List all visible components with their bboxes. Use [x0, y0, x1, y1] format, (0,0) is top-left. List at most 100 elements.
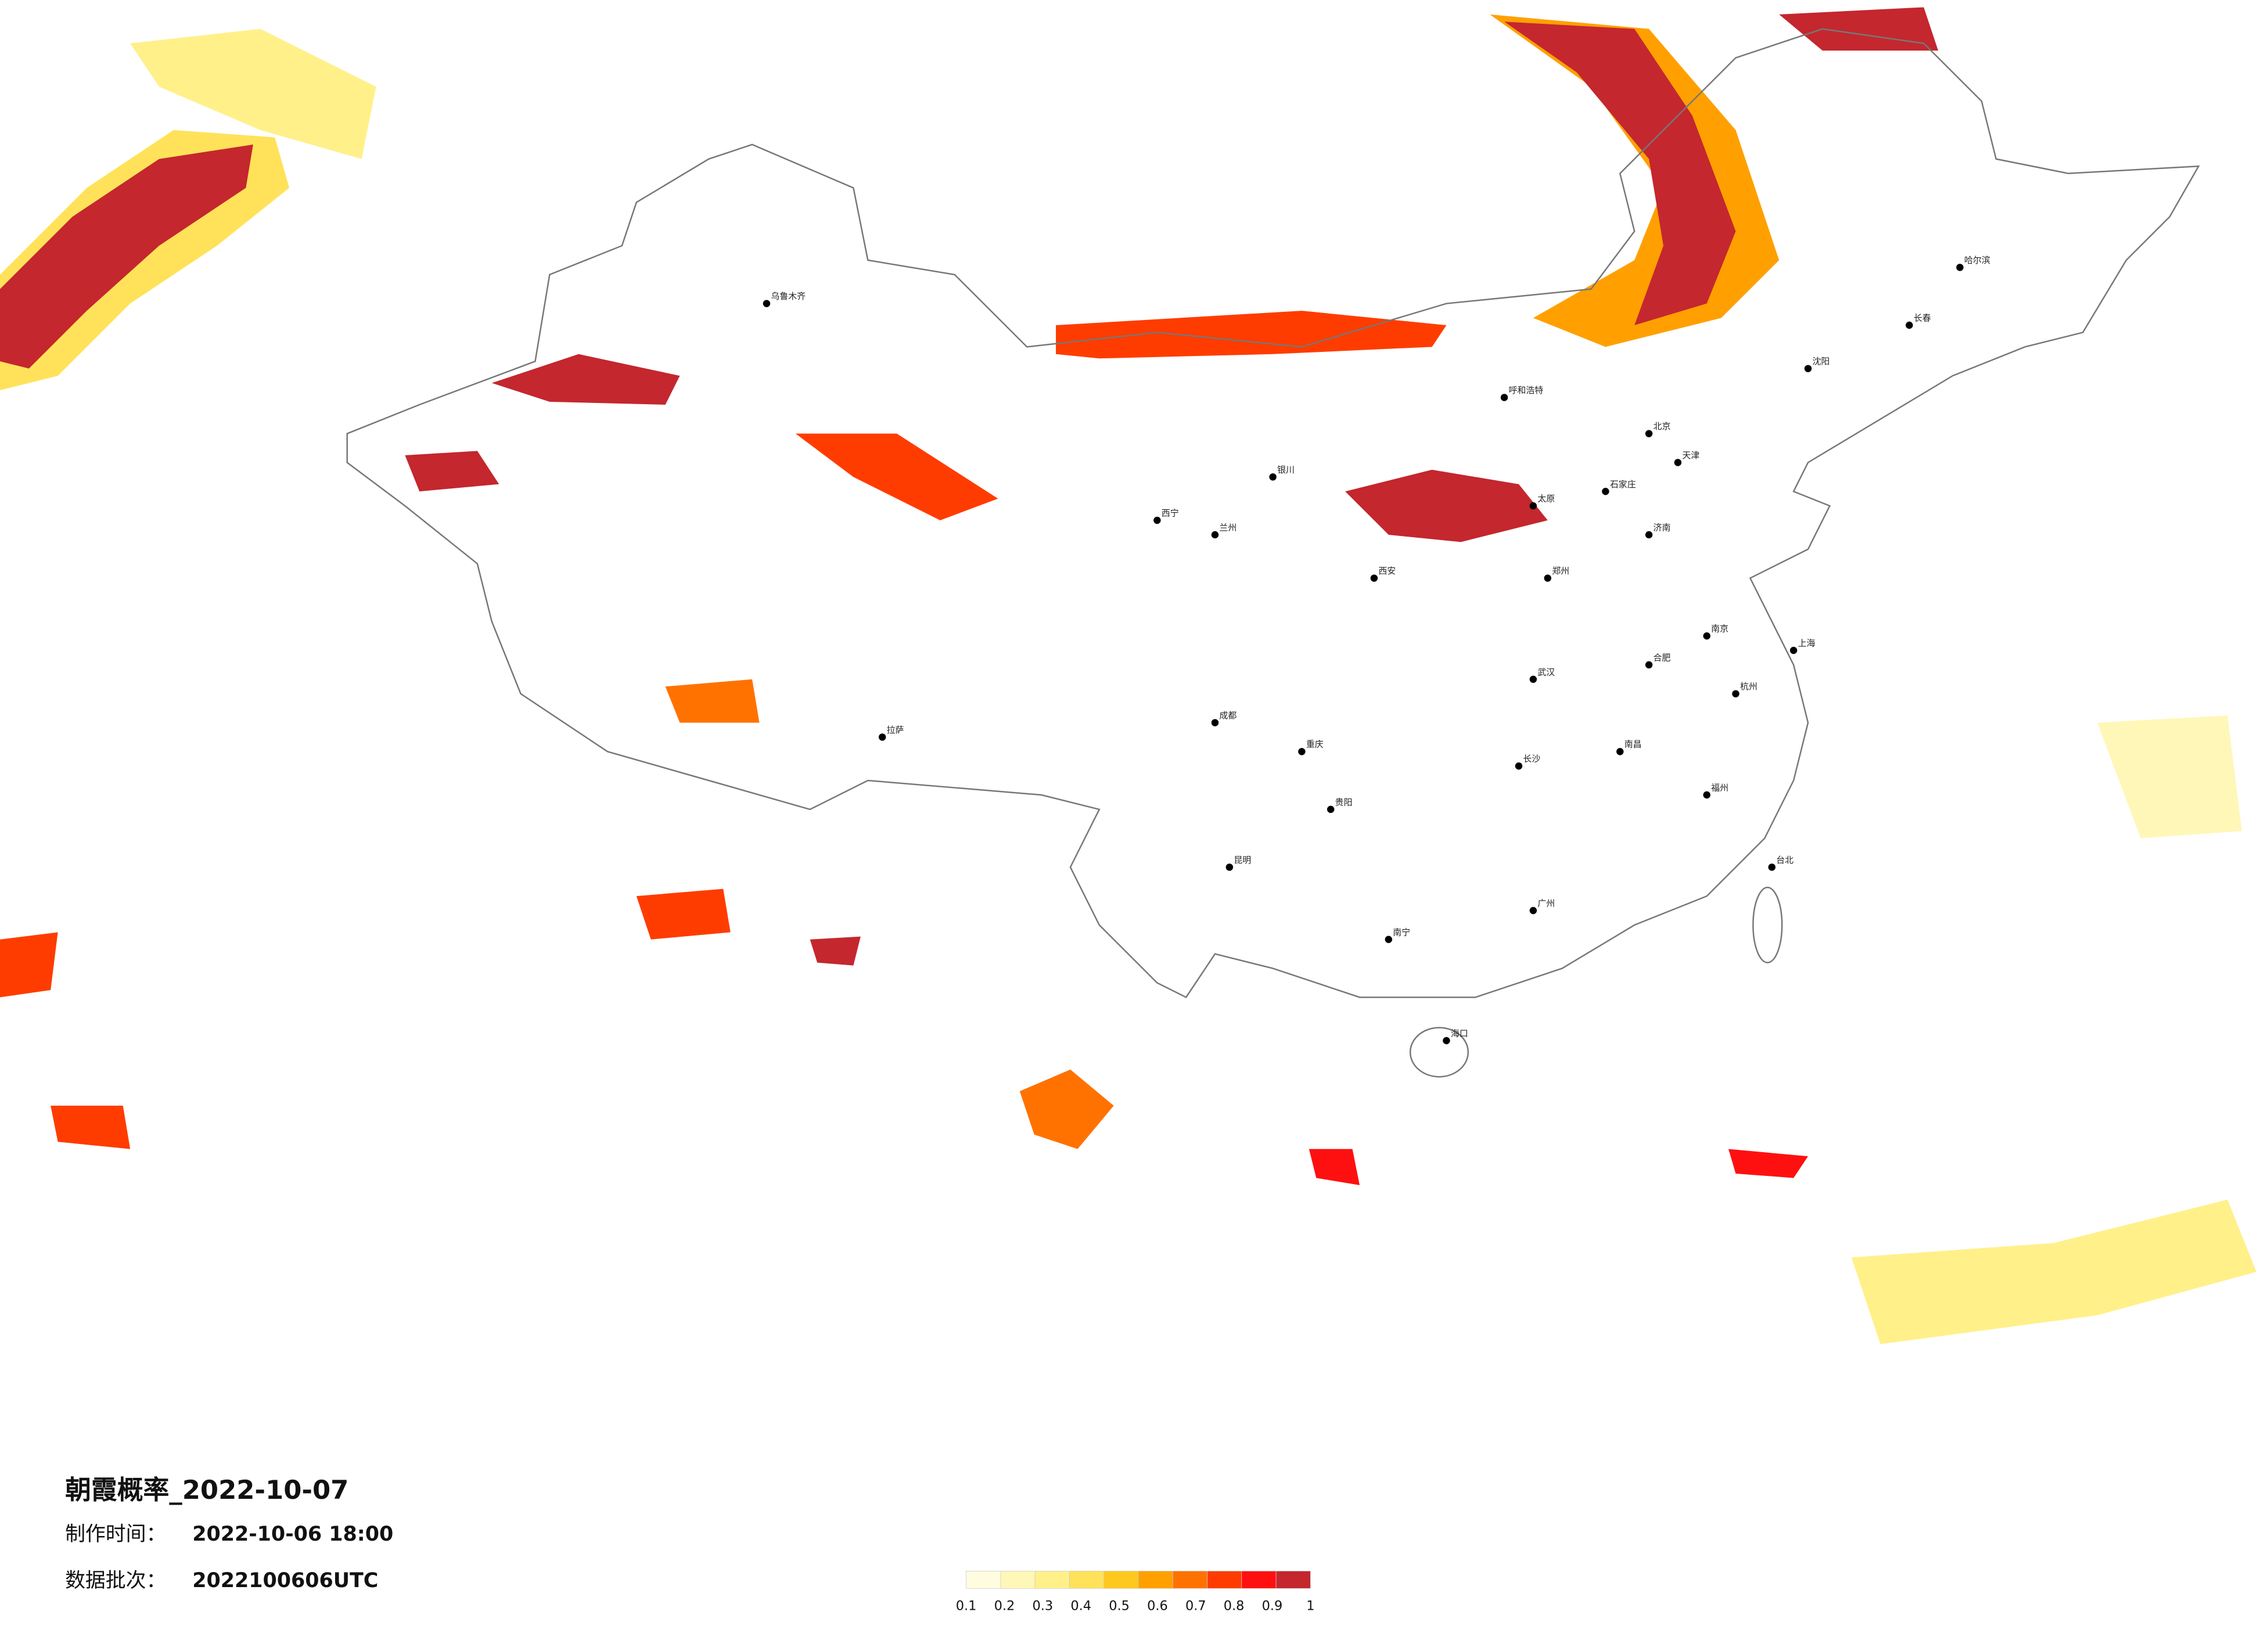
field [1851, 1199, 2257, 1344]
field [1056, 311, 1447, 359]
field [405, 451, 499, 492]
city-dot [1225, 864, 1234, 871]
colorbar-tick-label: 0.1 [956, 1599, 977, 1614]
city-dot [1804, 365, 1812, 372]
colorbar-box [1275, 1571, 1311, 1589]
city-label: 郑州 [1552, 566, 1569, 576]
field [1728, 1149, 1809, 1178]
colorbar-tick-label: 0.9 [1262, 1599, 1283, 1614]
city-label: 兰州 [1219, 522, 1237, 533]
data-batch: 2022100606UTC [192, 1569, 378, 1592]
colorbar-tick-label: 0.7 [1185, 1599, 1206, 1614]
city-dot [1789, 646, 1798, 654]
city-label: 乌鲁木齐 [771, 291, 806, 301]
city-label: 天津 [1682, 450, 1699, 461]
field [1309, 1149, 1360, 1185]
city-dot [1602, 488, 1609, 495]
city-dot [1529, 675, 1537, 683]
city-dot [1544, 574, 1551, 582]
production-time-label: 制作时间： [65, 1523, 166, 1546]
city-dot [1703, 791, 1710, 799]
city-label: 石家庄 [1610, 479, 1636, 490]
field [0, 144, 253, 369]
city-dot [1956, 264, 1964, 271]
city-label: 呼和浩特 [1509, 385, 1544, 395]
city-dot [1500, 394, 1508, 401]
city-dot [1645, 531, 1653, 539]
city-dot [1153, 516, 1161, 524]
city-dot [763, 300, 771, 307]
city-dot [1732, 690, 1739, 697]
city-label: 海口 [1451, 1028, 1468, 1039]
field [636, 888, 731, 940]
city-dot [1529, 502, 1537, 510]
city-dot [1616, 748, 1624, 756]
city-dot [1674, 459, 1682, 466]
city-dot [1645, 430, 1653, 437]
city-dot [1645, 661, 1653, 669]
city-label: 北京 [1654, 421, 1671, 431]
city-dot [1385, 936, 1393, 943]
city-label: 济南 [1654, 522, 1671, 533]
colorbar-tick-label: 0.5 [1109, 1599, 1130, 1614]
production-time: 2022-10-06 18:00 [192, 1523, 393, 1546]
colorbar-tick-label: 0.6 [1147, 1599, 1168, 1614]
colorbar-tick-label: 0.4 [1070, 1599, 1091, 1614]
country-outline [346, 28, 2200, 998]
city-label: 重庆 [1306, 739, 1324, 750]
colorbar-box [1241, 1571, 1277, 1589]
colorbar-tick-label: 0.3 [1033, 1599, 1054, 1614]
city-label: 西安 [1378, 566, 1396, 576]
city-label: 南昌 [1624, 739, 1642, 750]
colorbar-box [1138, 1571, 1173, 1589]
city-label: 南宁 [1393, 927, 1410, 937]
field [0, 932, 58, 998]
field [1345, 469, 1548, 542]
field [130, 28, 376, 159]
colorbar-box [1034, 1571, 1070, 1589]
field [810, 936, 861, 966]
field [1779, 7, 1939, 51]
island-outline [1409, 1027, 1469, 1078]
map-title: 朝霞概率_2022-10-07 [65, 1474, 348, 1505]
city-label: 广州 [1537, 898, 1555, 909]
probability-field [0, 7, 2257, 1344]
city-label: 拉萨 [887, 725, 904, 735]
colorbar-box [966, 1571, 1001, 1589]
colorbar-box [1000, 1571, 1036, 1589]
city-dot [1768, 864, 1776, 871]
field [491, 354, 680, 405]
city-label: 武汉 [1537, 667, 1555, 677]
colorbar-box [1172, 1571, 1207, 1589]
city-dot [878, 733, 886, 741]
city-label: 福州 [1711, 782, 1728, 793]
city-label: 西宁 [1162, 508, 1179, 519]
city-dot [1443, 1037, 1450, 1045]
city-dot [1211, 531, 1219, 539]
colorbar-box [1069, 1571, 1105, 1589]
city-dot [1298, 748, 1306, 756]
city-dot [1703, 632, 1710, 640]
island-outline [1752, 886, 1783, 963]
city-label: 上海 [1798, 638, 1816, 649]
city-dot [1515, 762, 1523, 770]
colorbar-tick-label: 0.2 [994, 1599, 1015, 1614]
city-dot [1211, 719, 1219, 726]
city-dot [1370, 574, 1378, 582]
city-label: 南京 [1711, 624, 1728, 634]
city-label: 长春 [1914, 313, 1931, 323]
colorbar: 0.1 0.2 0.3 0.4 0.5 0.6 0.7 0.8 0.9 1 [956, 1571, 1314, 1614]
city-label: 台北 [1776, 855, 1793, 865]
field [795, 433, 998, 520]
colorbar-box [1207, 1571, 1242, 1589]
city-label: 杭州 [1740, 681, 1757, 692]
colorbar-tick-label: 0.8 [1224, 1599, 1245, 1614]
field [665, 679, 760, 723]
field [1504, 21, 1736, 326]
field [1019, 1069, 1114, 1149]
city-label: 太原 [1537, 494, 1555, 504]
city-label: 昆明 [1234, 855, 1251, 865]
city-label: 贵阳 [1335, 797, 1353, 807]
